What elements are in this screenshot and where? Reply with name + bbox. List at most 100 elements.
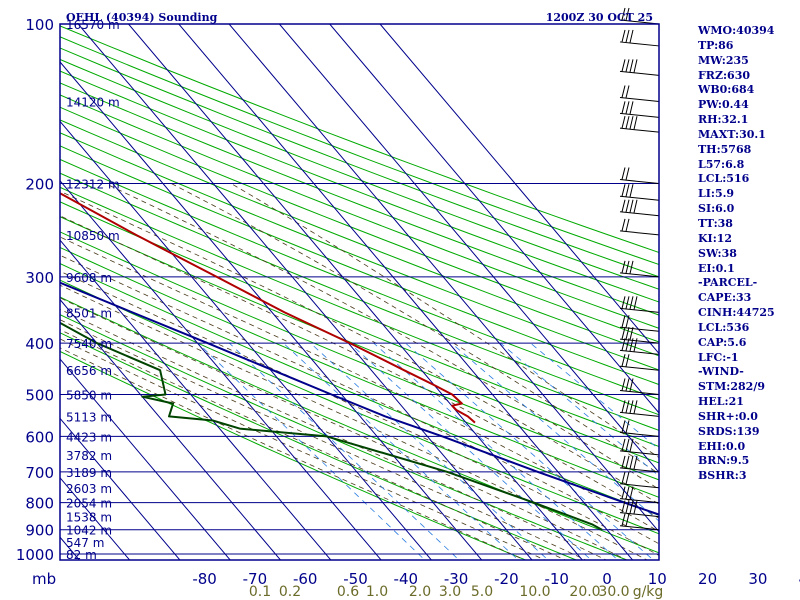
dry-adiabat <box>60 350 527 560</box>
moist-adiabat <box>60 215 659 519</box>
moist-adiabat <box>60 236 659 532</box>
wind-barb-staff <box>619 272 660 278</box>
moist-adiabat <box>60 190 659 505</box>
pressure-unit-label: mb <box>32 570 56 588</box>
wind-barb-flag <box>621 326 626 340</box>
temperature-tick-label: -20 <box>494 570 519 588</box>
height-label: 82 m <box>66 548 97 562</box>
wind-barb-flag <box>621 218 626 232</box>
wind-barb-flag <box>625 354 630 367</box>
chart-title-time: 1200Z 30 OCT 25 <box>546 11 653 24</box>
wind-barb-staff <box>619 230 660 236</box>
temperature-tick-label: -50 <box>343 570 368 588</box>
height-label: 10850 m <box>66 229 120 243</box>
wind-barb-flag <box>621 199 626 212</box>
pressure-tick-label: 700 <box>25 464 54 482</box>
wind-barb-flag <box>633 455 638 470</box>
height-label: 16570 m <box>66 18 120 32</box>
dry-adiabat <box>60 47 659 278</box>
wind-barb-flag <box>629 378 634 392</box>
wind-barb-flag <box>621 513 626 526</box>
wind-barb-flag <box>629 101 634 115</box>
temperature-tick-label: -40 <box>394 570 419 588</box>
wind-barb-flag <box>629 296 634 310</box>
dry-adiabat <box>60 314 629 560</box>
pressure-tick-label: 200 <box>25 176 54 194</box>
isotherm <box>329 24 659 414</box>
wind-barb-flag <box>621 260 626 273</box>
dry-adiabat <box>60 186 659 431</box>
isotherm <box>60 179 382 560</box>
isotherm <box>60 417 181 560</box>
dry-adiabat <box>60 132 659 371</box>
wind-barb-flag <box>633 116 638 130</box>
isotherm <box>60 358 231 560</box>
wind-barbs <box>619 7 660 531</box>
dry-adiabat <box>60 145 659 386</box>
dry-adiabat <box>60 36 659 266</box>
sounding-index-line: LI:5.9 <box>698 187 735 201</box>
sounding-index-line: CAP:5.6 <box>698 335 747 349</box>
wind-barb-staff <box>619 365 660 371</box>
sounding-index-line: MAXT:30.1 <box>698 127 766 141</box>
pressure-tick-label: 800 <box>25 495 54 513</box>
dry-adiabat <box>60 332 578 560</box>
height-label: 1538 m <box>66 511 112 525</box>
sounding-index-line: CINH:44725 <box>698 306 775 320</box>
wind-barb-flag <box>621 354 626 367</box>
sounding-index-line: EI:0.1 <box>698 261 735 275</box>
wind-barb-flag <box>625 199 630 213</box>
sounding-indices-panel: WMO:40394 TP:86 MW:235 FRZ:630 WB0:684 PW:0.4… <box>698 24 798 484</box>
wind-barb-flag <box>633 296 638 310</box>
dry-adiabat <box>60 106 659 343</box>
pressure-tick-label: 400 <box>25 335 54 353</box>
dry-adiabat <box>60 172 659 416</box>
wind-barb-flag <box>633 500 638 514</box>
wind-barb-flag <box>625 438 630 452</box>
wind-barb-staff <box>619 326 660 332</box>
wind-barb-flag <box>625 7 630 21</box>
wind-barb-flag <box>629 260 634 274</box>
mixing-ratio-tick-label: 1.0 <box>366 584 388 600</box>
sounding-index-line: RH:32.1 <box>698 113 749 127</box>
mixing-ratio-tick-label: 0.2 <box>279 584 301 600</box>
dry-adiabat <box>60 296 659 554</box>
wind-barb-flag <box>621 420 626 433</box>
wind-barb-flag <box>629 29 634 43</box>
sounding-index-line: WMO:40394 <box>698 24 775 37</box>
wind-barb-staff <box>619 179 660 185</box>
dry-adiabat <box>60 119 659 357</box>
height-label: 7540 m <box>66 337 112 351</box>
sounding-index-line: LCL:536 <box>698 320 750 334</box>
wind-barb-staff <box>619 307 660 313</box>
height-label: 2603 m <box>66 482 112 496</box>
height-label: 5113 m <box>66 410 112 424</box>
sounding-index-line: MW:235 <box>698 53 749 67</box>
wind-barb-flag <box>625 101 630 114</box>
sounding-index-line: FRZ:630 <box>698 68 751 82</box>
mixing-ratio-tick-label: 20.0 <box>569 584 600 600</box>
dry-adiabat <box>60 82 659 316</box>
temperature-tick-label: 20 <box>698 570 717 588</box>
wind-barb-flag <box>621 486 626 499</box>
mixing-ratio-unit-label: g/kg <box>633 584 664 600</box>
wind-barb-flag <box>625 218 630 232</box>
moist-adiabat <box>60 319 587 560</box>
moist-adiabat <box>60 329 567 560</box>
sounding-index-line: WB0:684 <box>698 83 755 97</box>
isotherm <box>60 61 483 560</box>
sounding-index-line: TH:5768 <box>698 142 752 156</box>
height-label: 4423 m <box>66 430 112 444</box>
mixing-ratio-tick-label: 2.0 <box>409 584 431 600</box>
dry-adiabat <box>60 216 659 464</box>
sounding-index-line: HEL:21 <box>698 395 744 409</box>
moist-adiabat <box>60 338 546 560</box>
dewpoint-profile <box>60 321 603 531</box>
wind-barb-flag <box>621 400 626 413</box>
wind-barb-flag <box>621 116 626 129</box>
height-label: 3782 m <box>66 449 112 463</box>
sounding-curves <box>60 192 659 531</box>
sounding-index-line: SHR+:0.0 <box>698 409 758 423</box>
